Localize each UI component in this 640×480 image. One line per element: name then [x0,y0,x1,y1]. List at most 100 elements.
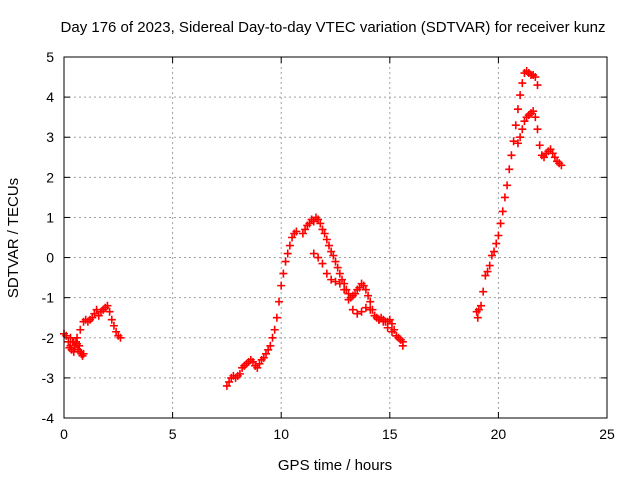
x-axis-label: GPS time / hours [278,457,392,474]
data-point [383,323,392,332]
data-point [487,251,496,260]
y-axis-label: SDTVAR / TECUs [5,178,22,298]
data-point [509,137,518,146]
data-point [322,269,331,278]
x-tick-labels: 0 5 10 15 20 25 [60,426,615,442]
data-point [516,133,525,142]
data-point [479,287,488,296]
data-point [116,333,125,342]
y-tick-label: 3 [46,129,54,145]
data-point [112,327,121,336]
data-point [322,235,331,244]
data-point [281,257,290,266]
data-point [370,311,379,320]
data-point [318,259,327,268]
data-point [301,225,310,234]
data-point [503,181,512,190]
data-point [498,207,507,216]
data-point [335,269,344,278]
data-point [222,381,231,390]
data-point [329,251,338,260]
data-point [288,233,297,242]
data-point [361,285,370,294]
data-point [277,281,286,290]
data-point [494,231,503,240]
x-tick-label: 0 [60,426,68,442]
data-point [264,345,273,354]
data-point [364,291,373,300]
data-point [492,239,501,248]
data-point [355,283,364,292]
data-point [529,107,538,116]
data-point [253,363,262,372]
x-tick-label: 25 [599,426,615,442]
data-point [359,281,368,290]
data-point [392,331,401,340]
data-point [298,229,307,238]
data-point [261,349,270,358]
y-tick-label: 1 [46,209,54,225]
x-tick-label: 5 [169,426,177,442]
data-point [531,113,540,122]
data-point [477,301,486,310]
data-point [396,335,405,344]
y-tick-label: -4 [42,410,55,426]
data-point [507,151,516,160]
data-point [500,193,509,202]
chart-title: Day 176 of 2023, Sidereal Day-to-day VTE… [61,19,606,36]
data-point [309,249,318,258]
data-point [333,263,342,272]
data-point [344,295,353,304]
data-point [107,315,116,324]
data-point [557,161,566,170]
data-point [550,153,559,162]
data-point [314,253,323,262]
y-tick-label: 5 [46,49,54,65]
data-point [398,341,407,350]
data-point [485,261,494,270]
data-point [335,279,344,288]
data-point [314,215,323,224]
data-point [473,313,482,322]
data-point [75,341,84,350]
data-point [272,313,281,322]
data-point [481,271,490,280]
data-point [105,307,114,316]
data-point [505,165,514,174]
data-point [109,321,118,330]
data-point [379,317,388,326]
y-tick-label: -3 [42,370,55,386]
data-point [361,303,370,312]
plot-frame [63,56,608,419]
data-point [320,229,329,238]
data-point [496,219,505,228]
data-point [533,81,542,90]
data-point [548,149,557,158]
y-tick-label: 0 [46,250,54,266]
data-point [255,359,264,368]
data-point [266,341,275,350]
x-tick-label: 10 [273,426,289,442]
y-tick-labels: -4 -3 -2 -1 0 1 2 3 4 5 [42,49,55,426]
data-point [327,247,336,256]
data-point [305,219,314,228]
data-point [511,121,520,130]
y-tick-label: -1 [42,290,55,306]
data-point [66,341,75,350]
data-point [309,217,318,226]
x-tick-label: 20 [491,426,507,442]
y-tick-label: -2 [42,330,55,346]
data-point [235,369,244,378]
data-point [348,305,357,314]
data-point [90,309,99,318]
data-point [338,275,347,284]
data-point [387,319,396,328]
x-tick-label: 15 [382,426,398,442]
data-point [331,257,340,266]
data-point [327,275,336,284]
data-point [533,125,542,134]
data-point [535,141,544,150]
data-point [340,285,349,294]
